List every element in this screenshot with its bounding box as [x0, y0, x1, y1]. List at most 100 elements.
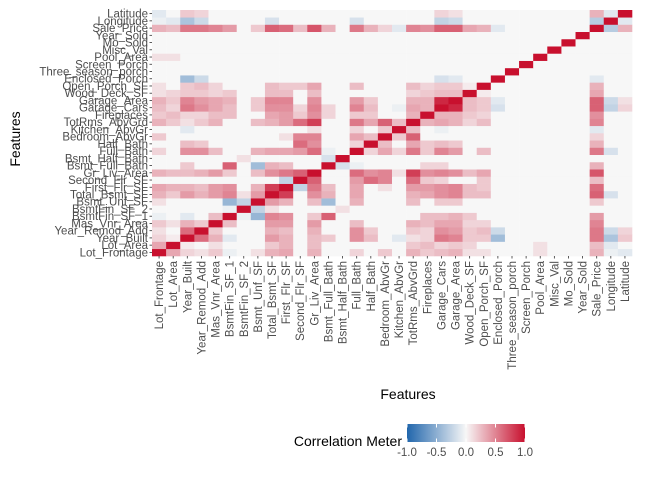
- heatmap-cell: [335, 60, 350, 69]
- heatmap-cell: [406, 140, 421, 148]
- heatmap-cell: [279, 46, 294, 54]
- heatmap-cell: [533, 60, 548, 69]
- heatmap-cell: [519, 212, 534, 221]
- heatmap-cell: [617, 241, 633, 250]
- heatmap-cell: [490, 60, 506, 69]
- heatmap-cell: [434, 183, 449, 192]
- heatmap-cell: [603, 205, 619, 213]
- heatmap-cell: [392, 10, 407, 18]
- heatmap-cell: [321, 67, 336, 76]
- heatmap-cell: [448, 10, 463, 18]
- heatmap-cell: [377, 53, 393, 61]
- heatmap-cell: [264, 31, 280, 40]
- heatmap-cell: [264, 212, 280, 221]
- heatmap-cell: [448, 161, 463, 170]
- heatmap-cell: [180, 125, 195, 134]
- heatmap-cell: [519, 31, 534, 40]
- heatmap-cell: [589, 161, 605, 170]
- heatmap-cell: [617, 17, 633, 25]
- heatmap-cell: [603, 133, 619, 141]
- heatmap-cell: [152, 133, 167, 141]
- heatmap-cell: [335, 190, 350, 199]
- heatmap-cell: [208, 82, 223, 90]
- heatmap-cell: [279, 219, 294, 228]
- y-tick-label: Total_Bsmt_SF: [70, 190, 148, 202]
- heatmap-cell: [603, 219, 619, 228]
- heatmap-cell: [264, 154, 280, 163]
- heatmap-cell: [222, 111, 238, 119]
- heatmap-cell: [603, 75, 619, 83]
- heatmap-cell: [504, 46, 520, 54]
- heatmap-cell: [307, 89, 322, 98]
- heatmap-cell: [519, 241, 534, 250]
- heatmap-cell: [603, 118, 619, 127]
- heatmap-cell: [476, 212, 492, 221]
- x-tick-label: Half_Bath: [366, 261, 378, 312]
- heatmap-cell: [575, 89, 590, 98]
- heatmap-cell: [561, 133, 576, 141]
- heatmap-cell: [448, 169, 463, 177]
- x-tick-label: Bsmt_Unf_SF: [253, 261, 265, 333]
- heatmap-cell: [377, 31, 393, 40]
- heatmap-cell: [264, 140, 280, 148]
- heatmap-cell: [321, 147, 336, 156]
- heatmap-cell: [406, 227, 421, 235]
- heatmap-cell: [307, 161, 322, 170]
- heatmap-cell: [603, 82, 619, 90]
- heatmap-cell: [462, 176, 478, 184]
- heatmap-cell: [406, 96, 421, 105]
- heatmap-cell: [307, 125, 322, 134]
- heatmap-cell: [377, 60, 393, 69]
- heatmap-cell: [561, 227, 576, 235]
- heatmap-cell: [222, 53, 238, 61]
- heatmap-cell: [363, 133, 379, 141]
- heatmap-cell: [575, 125, 590, 134]
- heatmap-cell: [264, 82, 280, 90]
- heatmap-cell: [279, 31, 294, 40]
- heatmap-cell: [533, 53, 548, 61]
- heatmap-cell: [279, 241, 294, 250]
- heatmap-cell: [222, 147, 238, 156]
- heatmap-cell: [406, 38, 421, 47]
- heatmap-cell: [519, 219, 534, 228]
- x-tick-label: Lot_Area: [168, 260, 180, 307]
- heatmap-cell: [349, 10, 365, 18]
- heatmap-cell: [533, 67, 548, 76]
- heatmap-cell: [307, 53, 322, 61]
- heatmap-cell: [490, 147, 506, 156]
- heatmap-cell: [377, 24, 393, 33]
- legend-ticks: -1.0 -0.5 0.0 0.5 1.0: [397, 424, 533, 459]
- y-tick-label: Garage_Area: [79, 95, 149, 107]
- heatmap-cell: [420, 31, 435, 40]
- heatmap-cell: [152, 183, 167, 192]
- heatmap-cell: [293, 234, 308, 242]
- heatmap-cell: [392, 38, 407, 47]
- heatmap-cell: [236, 96, 252, 105]
- heatmap-cell: [575, 96, 590, 105]
- heatmap-cell: [180, 46, 195, 54]
- heatmap-cell: [250, 89, 266, 98]
- heatmap-cell: [617, 111, 633, 119]
- heatmap-cell: [476, 183, 492, 192]
- heatmap-cell: [250, 140, 266, 148]
- heatmap-cell: [533, 104, 548, 112]
- heatmap-cell: [476, 169, 492, 177]
- heatmap-cell: [349, 46, 365, 54]
- heatmap-cell: [462, 248, 478, 257]
- heatmap-cell: [490, 234, 506, 242]
- heatmap-cell: [180, 219, 195, 228]
- heatmap-cell: [561, 10, 576, 18]
- heatmap-cell: [152, 219, 167, 228]
- y-tick-label: Kitchen_AbvGr: [71, 124, 149, 136]
- heatmap-cell: [462, 161, 478, 170]
- heatmap-cell: [279, 104, 294, 112]
- heatmap-cell: [180, 241, 195, 250]
- heatmap-cell: [293, 125, 308, 134]
- heatmap-cell: [194, 104, 209, 112]
- heatmap-cell: [519, 10, 534, 18]
- heatmap-cell: [392, 104, 407, 112]
- heatmap-cell: [307, 219, 322, 228]
- heatmap-cell: [603, 154, 619, 163]
- y-tick-label: Bsmt_Full_Bath: [67, 161, 148, 173]
- heatmap-cell: [561, 53, 576, 61]
